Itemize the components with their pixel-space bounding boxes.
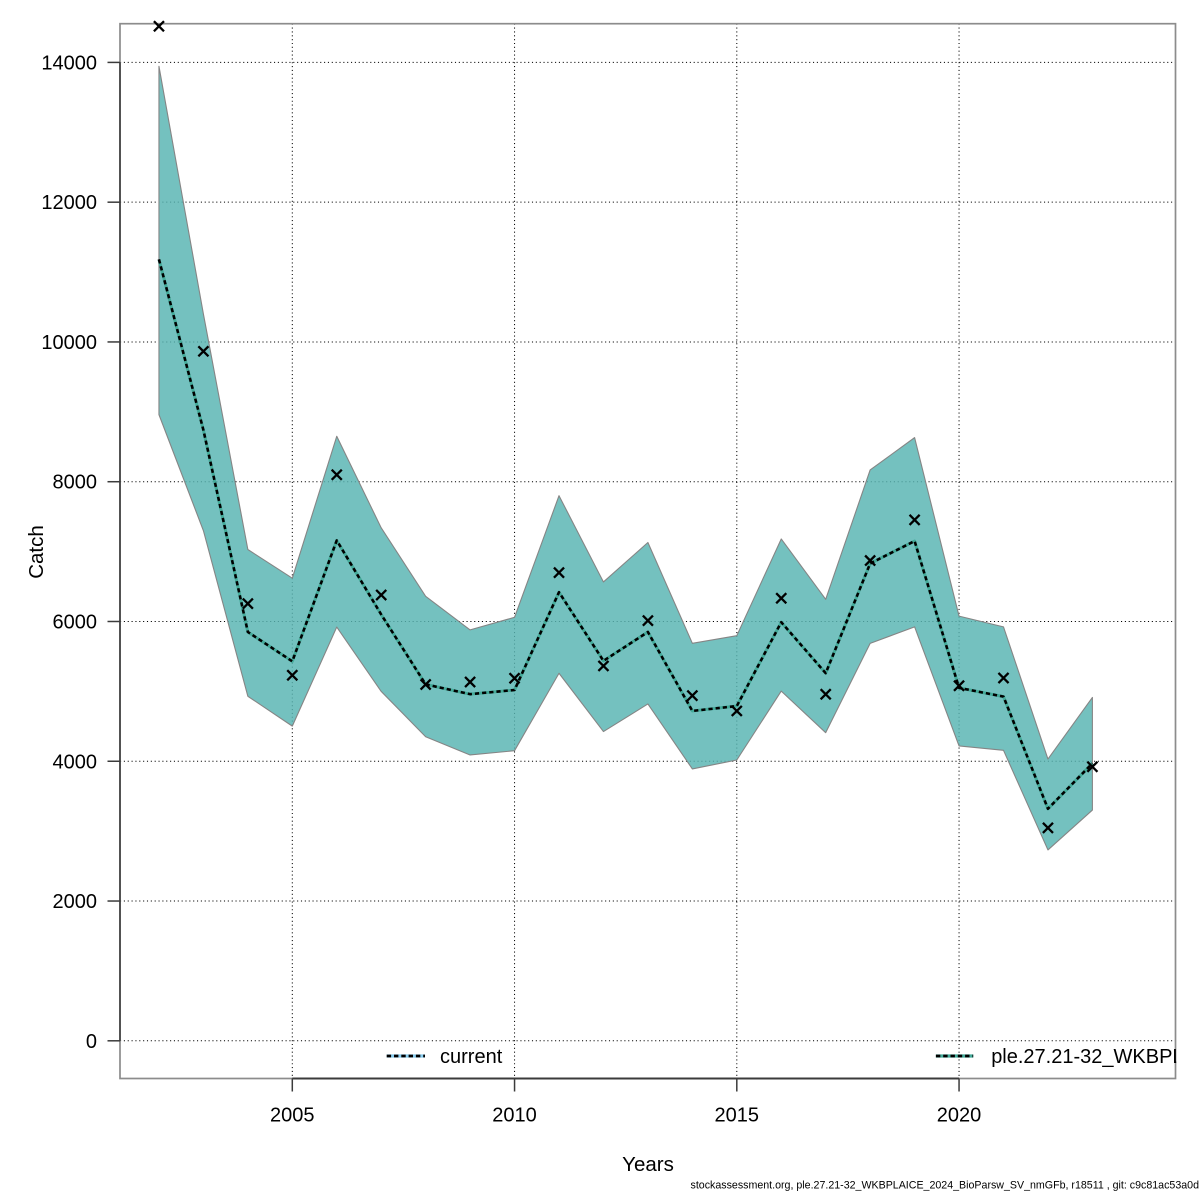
svg-text:4000: 4000: [53, 751, 98, 773]
svg-text:8000: 8000: [53, 472, 98, 494]
svg-text:14000: 14000: [41, 52, 97, 74]
svg-text:Years: Years: [622, 1153, 674, 1176]
svg-text:2010: 2010: [492, 1105, 537, 1127]
svg-text:10000: 10000: [41, 332, 97, 354]
svg-text:current: current: [440, 1046, 503, 1068]
svg-text:6000: 6000: [53, 611, 98, 633]
svg-text:ple.27.21-32_WKBPLAICE_2024_Bi: ple.27.21-32_WKBPLAICE_2024_BioParsw_SV_…: [991, 1046, 1200, 1068]
svg-text:2020: 2020: [937, 1105, 982, 1127]
svg-text:0: 0: [86, 1031, 97, 1053]
svg-text:2005: 2005: [270, 1105, 315, 1127]
svg-text:2000: 2000: [53, 891, 98, 913]
svg-text:Catch: Catch: [25, 525, 48, 579]
svg-text:stockassessment.org, ple.27.21: stockassessment.org, ple.27.21-32_WKBPLA…: [691, 1180, 1200, 1192]
svg-text:2015: 2015: [715, 1105, 760, 1127]
svg-text:12000: 12000: [41, 192, 97, 214]
